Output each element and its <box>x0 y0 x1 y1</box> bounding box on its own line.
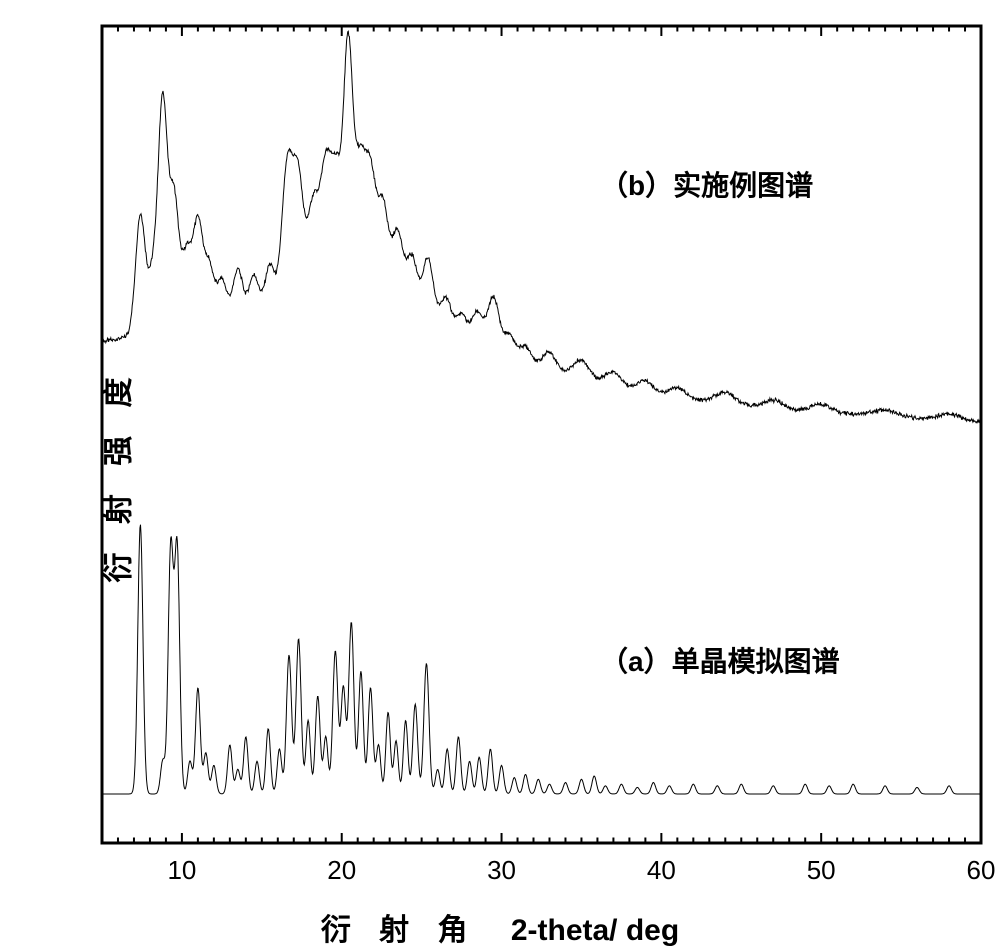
x-tick-label: 10 <box>167 855 196 886</box>
x-tick-label: 30 <box>487 855 516 886</box>
x-tick-label: 20 <box>327 855 356 886</box>
x-tick-label: 60 <box>967 855 996 886</box>
x-tick-label: 40 <box>647 855 676 886</box>
x-axis-label-cjk: 衍 射 角 <box>321 914 478 947</box>
plot-svg <box>0 0 1000 949</box>
xrd-figure: 衍 射 强 度 衍 射 角 2-theta/ deg （b）实施例图谱 （a）单… <box>0 0 1000 949</box>
legend-b: （b）实施例图谱 <box>600 164 813 204</box>
x-tick-label: 50 <box>807 855 836 886</box>
x-axis-label-latin: 2-theta/ deg <box>511 914 679 947</box>
x-axis-label: 衍 射 角 2-theta/ deg <box>321 905 679 949</box>
legend-a: （a）单晶模拟图谱 <box>600 640 840 680</box>
y-axis-label: 衍 射 强 度 <box>94 367 138 582</box>
